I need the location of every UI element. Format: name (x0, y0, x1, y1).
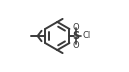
Text: O: O (72, 22, 79, 32)
Text: Cl: Cl (83, 32, 91, 40)
Text: O: O (72, 40, 79, 50)
Text: S: S (72, 31, 79, 41)
